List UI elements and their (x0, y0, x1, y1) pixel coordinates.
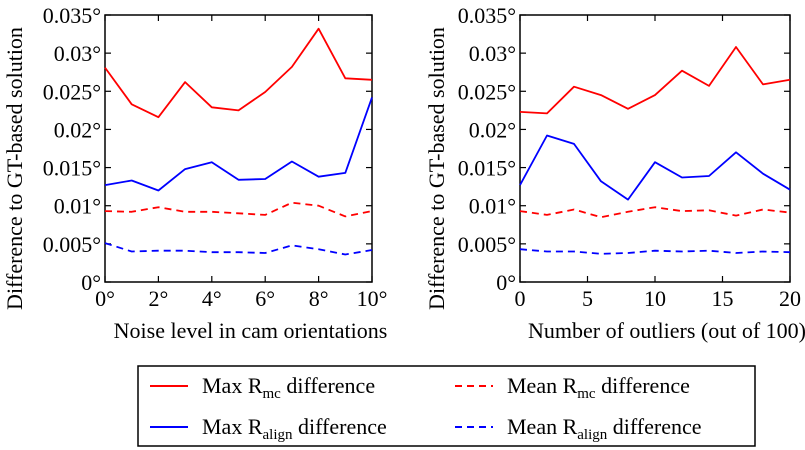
plot-frame (519, 14, 791, 283)
max-ralign-series-line (519, 134, 791, 201)
y-tick-label: 0.025° (458, 79, 516, 104)
y-tick-label: 0.005° (458, 232, 516, 257)
y-tick-label: 0.01° (54, 194, 101, 219)
x-tick-label: 8° (309, 286, 329, 311)
x-tick-label: 15 (712, 286, 734, 311)
max-rmc-series-line (104, 27, 373, 119)
legend-label: Max Ralign difference (202, 414, 387, 443)
x-axis-label: Number of outliers (out of 100) (528, 318, 805, 343)
x-tick-label: 10° (357, 286, 388, 311)
y-tick-label: 0.015° (43, 156, 101, 181)
y-axis-label: Difference to GT-based solution (2, 27, 27, 310)
x-tick-label: 0 (515, 286, 526, 311)
x-tick-label: 5 (582, 286, 593, 311)
y-tick-label: 0.025° (43, 79, 101, 104)
y-tick-label: 0.03° (54, 41, 101, 66)
y-tick-label: 0.02° (54, 117, 101, 142)
plot-frame (104, 14, 373, 283)
legend-label: Mean Ralign difference (507, 414, 702, 443)
y-tick-label: 0° (81, 270, 101, 295)
y-tick-label: 0.02° (469, 117, 516, 142)
legend-label: Max Rmc difference (202, 373, 375, 402)
y-tick-label: 0.03° (469, 41, 516, 66)
legend-frame (137, 365, 756, 447)
legend-label: Mean Rmc difference (507, 373, 690, 402)
x-tick-label: 0° (95, 286, 115, 311)
x-tick-label: 2° (148, 286, 168, 311)
y-tick-label: 0.035° (458, 3, 516, 28)
y-tick-label: 0.01° (469, 194, 516, 219)
right-chart: 0° 0.005° 0.01° 0.015° 0.02° 0.025° 0.03° 0.035… (424, 3, 805, 343)
mean-ralign-series-line (519, 248, 791, 255)
mean-rmc-series-line (519, 206, 791, 219)
y-tick-label: 0.015° (458, 156, 516, 181)
x-tick-label: 4° (202, 286, 222, 311)
y-tick-label: 0.005° (43, 232, 101, 257)
y-tick-label: 0.035° (43, 3, 101, 28)
x-tick-label: 6° (255, 286, 275, 311)
left-chart: 0° 0.005° 0.01° 0.015° 0.02° 0.025° 0.03° 0.035… (2, 3, 387, 343)
y-axis-label: Difference to GT-based solution (424, 27, 449, 310)
x-axis-label: Noise level in cam orientations (114, 318, 388, 343)
x-tick-label: 20 (779, 286, 801, 311)
legend: Max Rmc difference Mean Rmc difference Max… (137, 365, 756, 447)
max-ralign-series-line (104, 97, 373, 192)
max-rmc-series-line (519, 46, 791, 115)
y-tick-label: 0° (496, 270, 516, 295)
mean-rmc-series-line (104, 201, 373, 218)
x-tick-label: 10 (644, 286, 666, 311)
mean-ralign-series-line (104, 242, 373, 256)
